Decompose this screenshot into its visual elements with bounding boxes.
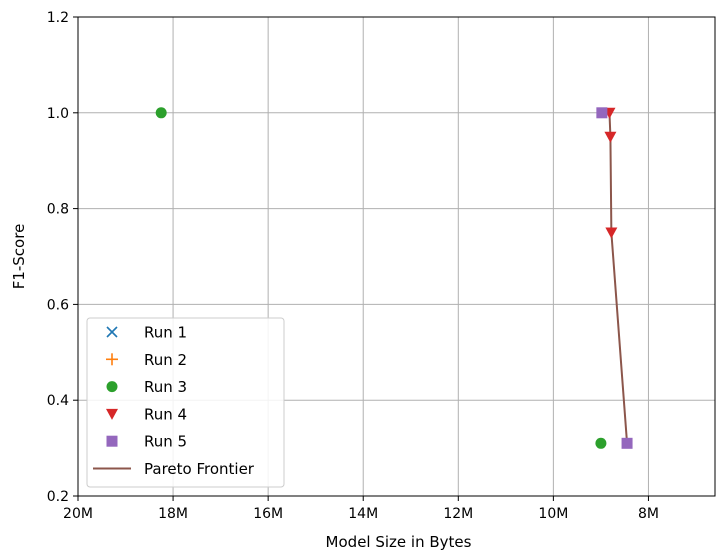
legend-label: Pareto Frontier: [144, 460, 255, 478]
x-tick-label: 18M: [158, 506, 188, 522]
legend-box: [86, 317, 285, 488]
y-axis-label: F1-Score: [10, 224, 28, 290]
legend-marker-x-stroke: [106, 326, 118, 338]
run-4-point: [605, 227, 618, 239]
legend-label: Run 2: [144, 351, 187, 369]
x-tick-label: 12M: [443, 506, 473, 522]
pareto-frontier-line: [608, 112, 629, 444]
run-4-point: [604, 131, 617, 143]
run-3-point: [155, 107, 167, 119]
legend-marker-plus: [106, 353, 118, 366]
y-tick-label: 0.6: [47, 297, 69, 313]
legend-label: Run 5: [144, 433, 187, 451]
plot-frame: [77, 16, 716, 497]
legend-label: Run 1: [144, 324, 187, 342]
legend-label: Run 4: [144, 405, 187, 423]
x-tick-label: 20M: [63, 506, 93, 522]
run-5-point: [621, 437, 633, 449]
run-5-point: [596, 107, 608, 119]
legend-marker-triangle-down: [106, 408, 118, 420]
x-tick-label: 16M: [253, 506, 283, 522]
legend-marker-square: [106, 435, 118, 447]
y-tick-label: 0.4: [47, 393, 69, 409]
x-tick-label: 14M: [348, 506, 378, 522]
y-tick-label: 0.8: [47, 202, 69, 218]
legend-marker-circle: [106, 381, 118, 393]
run-3-point: [595, 437, 607, 449]
legend: Run 1 Run 2 Run 3 Run 4 Run 5 Pareto Frontier: [86, 317, 285, 488]
y-tick-label: 1.2: [47, 10, 69, 26]
legend-marker-x: [106, 326, 118, 338]
y-tick-label: 0.2: [47, 489, 69, 505]
y-tick-label: 1.0: [47, 106, 69, 122]
x-tick-label: 10M: [538, 506, 568, 522]
axis-ticks: 20M 18M 16M 14M 12M 10M 8M 0.2 0.4 0.6 0.8 1.0 1.2: [47, 10, 659, 522]
legend-label: Run 3: [144, 378, 187, 396]
x-tick-label: 8M: [638, 506, 659, 522]
plot-data: [155, 107, 633, 449]
x-axis-label: Model Size in Bytes: [326, 533, 472, 551]
